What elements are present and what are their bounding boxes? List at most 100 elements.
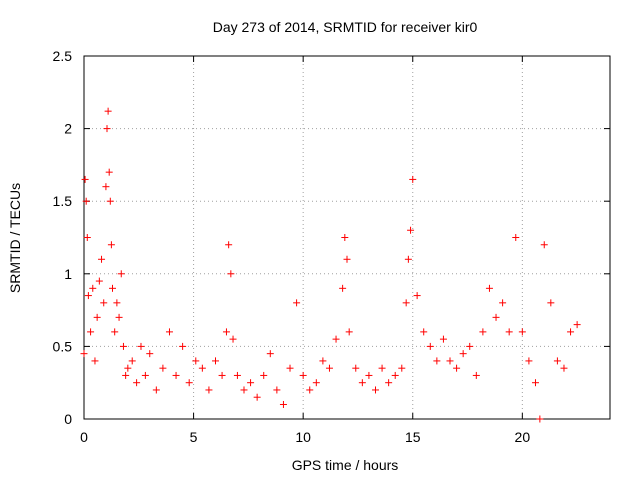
data-point-plus-marker <box>233 371 241 379</box>
data-point-plus-marker <box>98 255 106 263</box>
data-point-plus-marker <box>378 364 386 372</box>
data-point-plus-marker <box>531 379 539 387</box>
chart-title: Day 273 of 2014, SRMTID for receiver kir… <box>213 19 478 35</box>
data-point-plus-marker <box>426 342 434 350</box>
x-tick-label: 15 <box>405 429 421 445</box>
data-point-plus-marker <box>205 386 213 394</box>
data-point-plus-marker <box>358 379 366 387</box>
y-tick-label: 2 <box>64 121 72 137</box>
data-point-plus-marker <box>141 371 149 379</box>
data-point-plus-marker <box>222 328 230 336</box>
data-point-plus-marker <box>266 350 274 358</box>
data-point-plus-marker <box>122 371 130 379</box>
data-point-plus-marker <box>439 335 447 343</box>
data-point-plus-marker <box>352 364 360 372</box>
data-point-plus-marker <box>472 371 480 379</box>
x-axis-label: GPS time / hours <box>292 457 399 473</box>
data-point-plus-marker <box>198 364 206 372</box>
data-point-plus-marker <box>102 183 110 191</box>
data-point-plus-marker <box>466 342 474 350</box>
data-point-plus-marker <box>128 357 136 365</box>
data-point-plus-marker <box>165 328 173 336</box>
data-point-plus-marker <box>152 386 160 394</box>
data-point-plus-marker <box>391 371 399 379</box>
data-point-plus-marker <box>413 292 421 300</box>
data-point-plus-marker <box>93 313 101 321</box>
data-point-plus-marker <box>80 350 88 358</box>
data-point-plus-marker <box>95 277 103 285</box>
data-point-plus-marker <box>371 386 379 394</box>
grid-lines <box>84 56 610 419</box>
data-point-plus-marker <box>105 168 113 176</box>
data-point-plus-marker <box>106 197 114 205</box>
data-point-plus-marker <box>273 386 281 394</box>
data-point-plus-marker <box>279 400 287 408</box>
data-point-plus-marker <box>146 350 154 358</box>
data-point-plus-marker <box>103 125 111 133</box>
data-point-plus-marker <box>345 328 353 336</box>
data-point-plus-marker <box>159 364 167 372</box>
data-point-plus-marker <box>117 270 125 278</box>
data-point-plus-marker <box>115 313 123 321</box>
data-point-plus-marker <box>553 357 561 365</box>
data-point-plus-marker <box>512 234 520 241</box>
data-point-plus-marker <box>82 197 90 205</box>
data-point-plus-marker <box>325 364 333 372</box>
data-point-plus-marker <box>185 379 193 387</box>
data-point-plus-marker <box>192 357 200 365</box>
data-point-plus-marker <box>133 379 141 387</box>
data-point-plus-marker <box>218 371 226 379</box>
data-point-plus-marker <box>540 241 548 249</box>
data-point-plus-marker <box>312 379 320 387</box>
axis-ticks: 0 5 10 15 20 0 0.5 1 1.5 2 2.5 <box>53 48 610 445</box>
x-tick-label: 10 <box>295 429 311 445</box>
data-point-plus-marker <box>107 241 115 249</box>
data-point-plus-marker <box>385 379 393 387</box>
data-point-plus-marker <box>453 364 461 372</box>
data-point-plus-marker <box>536 415 544 423</box>
data-point-plus-marker <box>81 175 89 183</box>
data-point-plus-marker <box>124 364 132 372</box>
data-point-plus-marker <box>479 328 487 336</box>
data-point-plus-marker <box>398 364 406 372</box>
y-tick-label: 0 <box>64 411 72 427</box>
data-point-plus-marker <box>499 299 507 307</box>
data-point-plus-marker <box>518 328 526 336</box>
data-point-plus-marker <box>433 357 441 365</box>
data-point-plus-marker <box>560 364 568 372</box>
data-point-plus-marker <box>87 328 95 336</box>
data-point-plus-marker <box>229 335 237 343</box>
data-point-plus-marker <box>172 371 180 379</box>
data-point-plus-marker <box>306 386 314 394</box>
data-point-plus-marker <box>227 270 235 278</box>
y-tick-label: 0.5 <box>53 338 73 354</box>
data-point-plus-marker <box>459 350 467 358</box>
data-point-plus-marker <box>137 342 145 350</box>
data-point-plus-marker <box>505 328 513 336</box>
data-point-plus-marker <box>365 371 373 379</box>
data-point-plus-marker <box>100 299 108 307</box>
data-point-plus-marker <box>253 393 261 401</box>
data-point-plus-marker <box>113 299 121 307</box>
data-point-plus-marker <box>407 226 415 234</box>
data-point-plus-marker <box>212 357 219 365</box>
data-point-plus-marker <box>547 299 555 307</box>
data-point-plus-marker <box>402 299 410 307</box>
data-point-plus-marker <box>341 234 349 241</box>
data-point-plus-marker <box>83 234 91 241</box>
data-point-plus-marker <box>485 284 493 292</box>
data-point-plus-marker <box>179 342 187 350</box>
data-point-plus-marker <box>225 241 233 249</box>
x-tick-label: 0 <box>80 429 88 445</box>
data-point-plus-marker <box>293 299 301 307</box>
data-point-plus-marker <box>247 379 255 387</box>
data-point-plus-marker <box>240 386 248 394</box>
data-point-plus-marker <box>89 284 97 292</box>
data-point-plus-marker <box>492 313 500 321</box>
data-points <box>80 107 581 423</box>
data-point-plus-marker <box>84 292 92 300</box>
data-point-plus-marker <box>573 321 581 329</box>
data-point-plus-marker <box>299 371 307 379</box>
